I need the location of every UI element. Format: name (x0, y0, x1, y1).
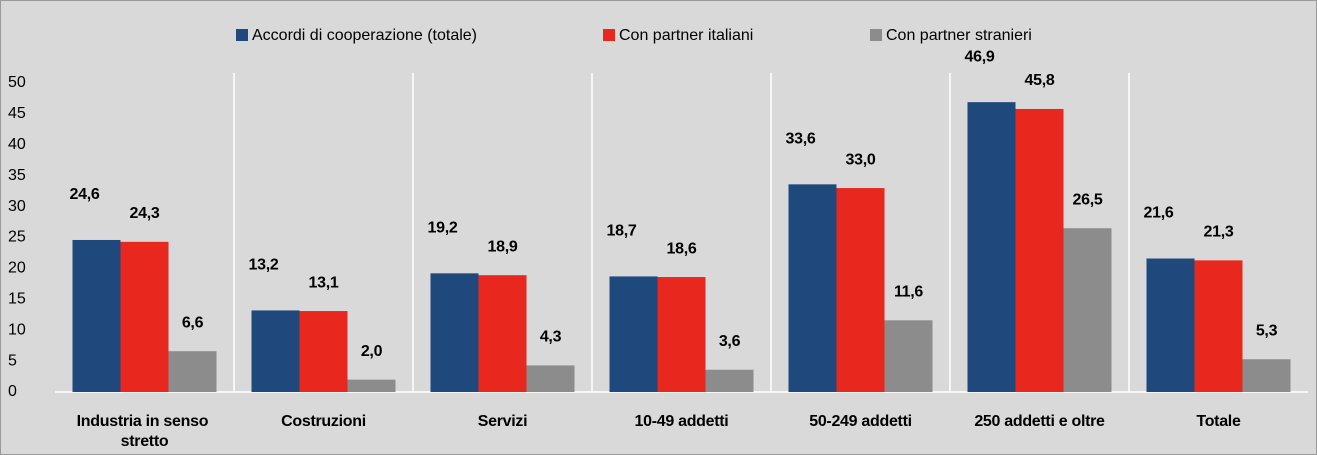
legend-label: Con partner italiani (619, 27, 753, 44)
data-label: 18,6 (667, 240, 697, 257)
legend-label: Con partner stranieri (886, 27, 1032, 44)
y-tick-label: 30 (8, 198, 26, 215)
data-label: 26,5 (1073, 191, 1103, 208)
x-tick-label: 10-49 addetti (635, 413, 729, 430)
bar (526, 365, 575, 392)
data-label: 33,6 (786, 131, 816, 148)
data-label: 18,9 (488, 238, 518, 255)
bar (1146, 258, 1195, 392)
y-tick-label: 10 (8, 321, 26, 338)
y-tick-label: 45 (8, 105, 26, 122)
bar (347, 379, 396, 392)
legend-swatch (870, 29, 882, 41)
y-tick-label: 25 (8, 229, 26, 246)
data-label: 46,9 (965, 48, 995, 65)
bar (884, 320, 933, 392)
bar (1063, 228, 1112, 392)
y-tick-label: 5 (8, 352, 17, 369)
bar (1194, 260, 1243, 392)
y-tick-label: 40 (8, 136, 26, 153)
data-label: 24,6 (70, 186, 100, 203)
data-label: 33,0 (846, 151, 876, 168)
data-label: 2,0 (361, 343, 383, 360)
bar (1242, 359, 1291, 392)
bar (251, 310, 300, 392)
y-tick-label: 20 (8, 260, 26, 277)
data-label: 18,7 (607, 223, 637, 240)
x-tick-label: Totale (1196, 413, 1241, 430)
bar (430, 273, 479, 392)
bar (168, 351, 217, 392)
data-label: 21,6 (1144, 205, 1174, 222)
bar (72, 239, 121, 392)
bar (657, 277, 706, 392)
legend-label: Accordi di cooperazione (totale) (252, 27, 477, 44)
data-label: 11,6 (894, 284, 923, 301)
data-label: 45,8 (1025, 72, 1055, 89)
x-tick-label: 50-249 addetti (809, 413, 912, 430)
bar (609, 276, 658, 392)
bar (299, 311, 348, 392)
data-label: 13,1 (309, 274, 339, 291)
data-label: 21,3 (1204, 224, 1234, 241)
bar (967, 102, 1016, 393)
x-tick-label: 250 addetti e oltre (974, 413, 1105, 430)
legend-swatch (603, 29, 615, 41)
bar (705, 369, 754, 392)
data-label: 5,3 (1256, 322, 1278, 339)
bar (120, 241, 169, 392)
y-tick-label: 0 (8, 383, 17, 400)
bar (836, 188, 885, 392)
bar (1015, 108, 1064, 393)
y-tick-label: 35 (8, 167, 26, 184)
x-tick-label: Costruzioni (281, 413, 366, 430)
data-label: 13,2 (249, 257, 279, 274)
y-tick-label: 15 (8, 291, 26, 308)
x-tick-label: Servizi (478, 413, 528, 430)
bar (478, 275, 527, 392)
data-label: 19,2 (428, 220, 458, 237)
y-tick-label: 50 (8, 74, 26, 91)
data-label: 24,3 (130, 205, 160, 222)
bar (788, 184, 837, 392)
legend-swatch (236, 29, 248, 41)
data-label: 3,6 (719, 333, 741, 350)
x-tick-label: Industria in senso stretto (77, 413, 213, 450)
data-label: 6,6 (182, 314, 204, 331)
data-label: 4,3 (540, 329, 562, 346)
